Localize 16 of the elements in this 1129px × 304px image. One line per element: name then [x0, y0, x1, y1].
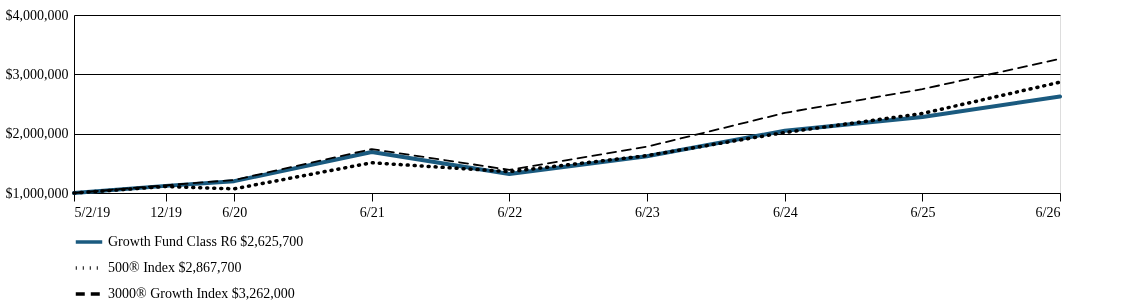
x-tick-label: 12/19	[150, 204, 183, 220]
x-tick-label: 6/20	[222, 204, 248, 220]
y-tick-label: $4,000,000	[5, 7, 69, 23]
x-tick-label: 6/21	[359, 204, 385, 220]
x-tick-label: 6/23	[634, 204, 660, 220]
x-tick-label: 6/26	[1035, 204, 1061, 220]
y-tick-label: $1,000,000	[5, 185, 69, 201]
y-tick-label: $2,000,000	[5, 126, 69, 142]
x-tick-label: 6/24	[772, 204, 798, 220]
legend-label: 500® Index $2,867,700	[108, 260, 242, 275]
legend-label: 3000® Growth Index $3,262,000	[108, 286, 295, 301]
x-tick-label: 6/22	[497, 204, 523, 220]
x-tick-label: 5/2/19	[74, 204, 111, 220]
x-tick-label: 6/25	[910, 204, 936, 220]
legend-label: Growth Fund Class R6 $2,625,700	[108, 234, 304, 249]
y-tick-label: $3,000,000	[5, 66, 69, 82]
